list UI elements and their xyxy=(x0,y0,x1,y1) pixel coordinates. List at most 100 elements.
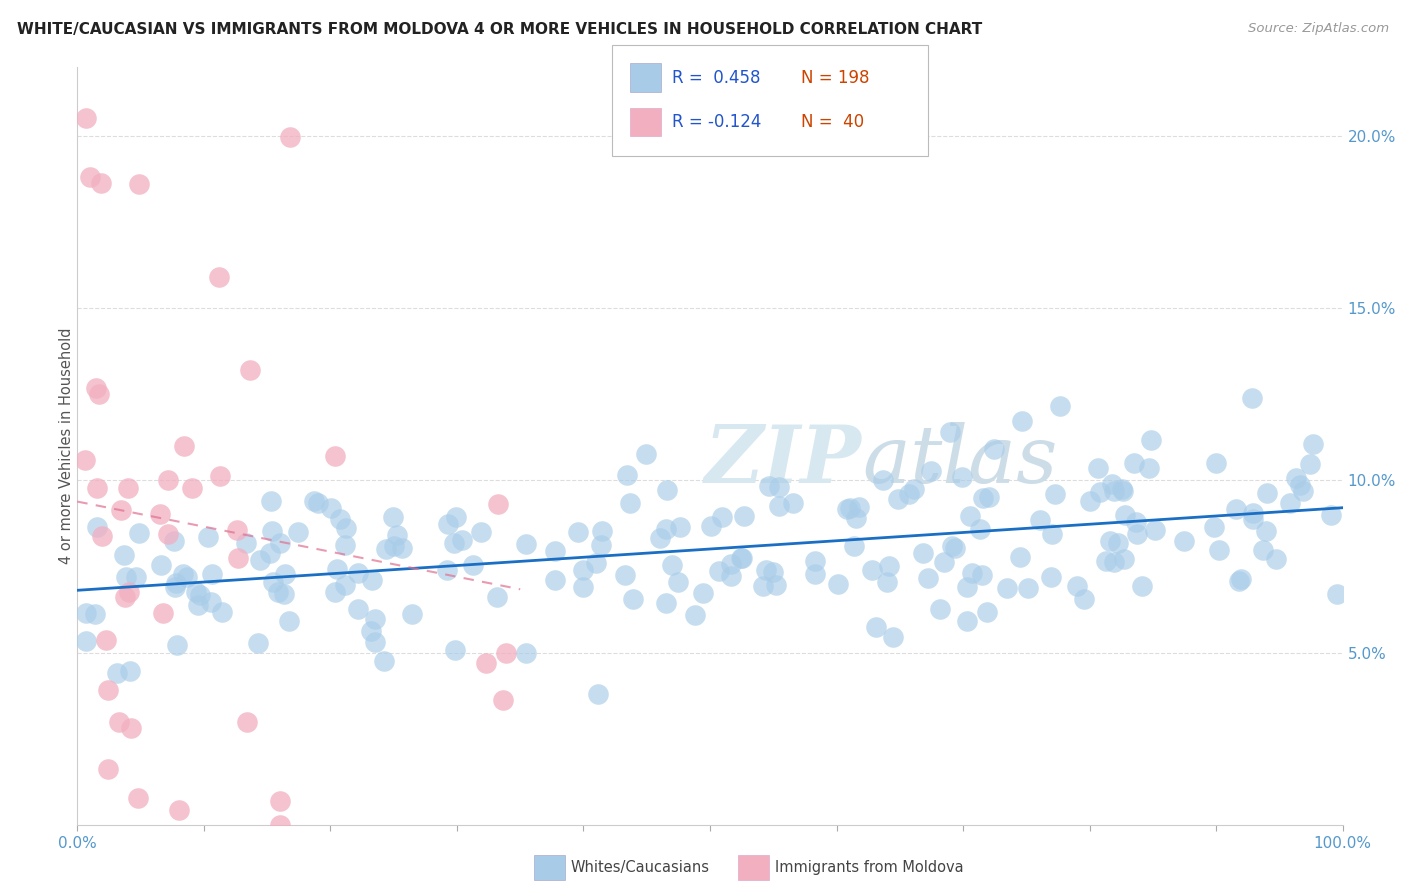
Point xyxy=(972,568,994,582)
Point xyxy=(235,536,257,550)
Point xyxy=(1122,456,1144,470)
Point xyxy=(128,178,150,192)
Point xyxy=(765,578,787,592)
Point xyxy=(837,502,859,516)
Point xyxy=(112,548,135,562)
Text: N = 198: N = 198 xyxy=(801,69,870,87)
Point xyxy=(1320,508,1343,522)
Text: Immigrants from Moldova: Immigrants from Moldova xyxy=(775,860,963,874)
Point xyxy=(444,509,467,524)
Point xyxy=(188,588,211,602)
Point xyxy=(475,656,498,670)
Point xyxy=(1011,414,1033,428)
Point xyxy=(699,519,721,533)
Point xyxy=(962,566,984,580)
Y-axis label: 4 or more Vehicles in Household: 4 or more Vehicles in Household xyxy=(59,327,73,565)
Point xyxy=(614,568,637,582)
Point xyxy=(655,522,678,536)
Point xyxy=(226,550,249,565)
Point xyxy=(329,512,352,526)
Point xyxy=(941,539,963,553)
Point xyxy=(860,563,883,577)
Point xyxy=(118,585,141,599)
Point xyxy=(374,541,396,556)
Text: R =  0.458: R = 0.458 xyxy=(672,69,761,87)
Point xyxy=(307,495,329,509)
Point xyxy=(1066,579,1088,593)
Point xyxy=(239,362,262,376)
Point xyxy=(1265,552,1288,566)
Point xyxy=(976,605,998,619)
Point xyxy=(187,599,209,613)
Point xyxy=(373,654,395,668)
Point xyxy=(939,425,962,439)
Point xyxy=(84,381,107,395)
Point xyxy=(492,693,515,707)
Point xyxy=(616,468,638,483)
Point xyxy=(451,533,474,548)
Point xyxy=(621,591,644,606)
Point xyxy=(1126,527,1149,541)
Point xyxy=(97,683,120,698)
Point xyxy=(401,607,423,622)
Point xyxy=(983,442,1005,456)
Point xyxy=(669,520,692,534)
Point xyxy=(391,541,413,556)
Point xyxy=(661,558,683,572)
Point xyxy=(619,496,641,510)
Point xyxy=(90,176,112,190)
Point xyxy=(886,492,908,507)
Point xyxy=(877,559,900,574)
Point xyxy=(79,170,101,185)
Point xyxy=(486,590,509,604)
Point xyxy=(108,715,131,730)
Point xyxy=(567,524,589,539)
Point xyxy=(84,607,107,621)
Point xyxy=(91,528,114,542)
Point xyxy=(683,607,706,622)
Point xyxy=(898,487,921,501)
Text: atlas: atlas xyxy=(862,423,1057,500)
Point xyxy=(184,585,207,599)
Point xyxy=(1088,484,1111,499)
Point xyxy=(758,479,780,493)
Point xyxy=(956,580,979,594)
Point xyxy=(274,567,297,582)
Point xyxy=(733,509,755,524)
Point xyxy=(201,566,224,581)
Point xyxy=(692,586,714,600)
Point xyxy=(152,607,174,621)
Point xyxy=(461,558,484,572)
Point xyxy=(236,714,259,729)
Point xyxy=(872,473,894,487)
Point xyxy=(959,509,981,524)
Point xyxy=(839,500,862,515)
Point xyxy=(1130,578,1153,592)
Point xyxy=(1241,512,1264,526)
Point xyxy=(346,601,368,615)
Point xyxy=(1114,508,1136,522)
Point xyxy=(1256,485,1278,500)
Point xyxy=(173,439,195,453)
Point xyxy=(1208,543,1230,558)
Text: R = -0.124: R = -0.124 xyxy=(672,113,762,131)
Point xyxy=(97,762,120,776)
Point xyxy=(176,570,198,584)
Point xyxy=(495,646,517,660)
Point xyxy=(269,818,291,832)
Point xyxy=(325,449,347,463)
Point xyxy=(1107,535,1129,549)
Point xyxy=(711,510,734,524)
Point xyxy=(707,564,730,578)
Point xyxy=(842,539,865,553)
Point xyxy=(444,643,467,657)
Point xyxy=(470,524,492,539)
Point xyxy=(211,605,233,619)
Point xyxy=(1112,552,1135,566)
Text: Source: ZipAtlas.com: Source: ZipAtlas.com xyxy=(1249,22,1389,36)
Point xyxy=(845,511,868,525)
Point xyxy=(666,575,689,590)
Point xyxy=(364,635,387,649)
Point xyxy=(75,111,97,125)
Point xyxy=(165,575,187,590)
